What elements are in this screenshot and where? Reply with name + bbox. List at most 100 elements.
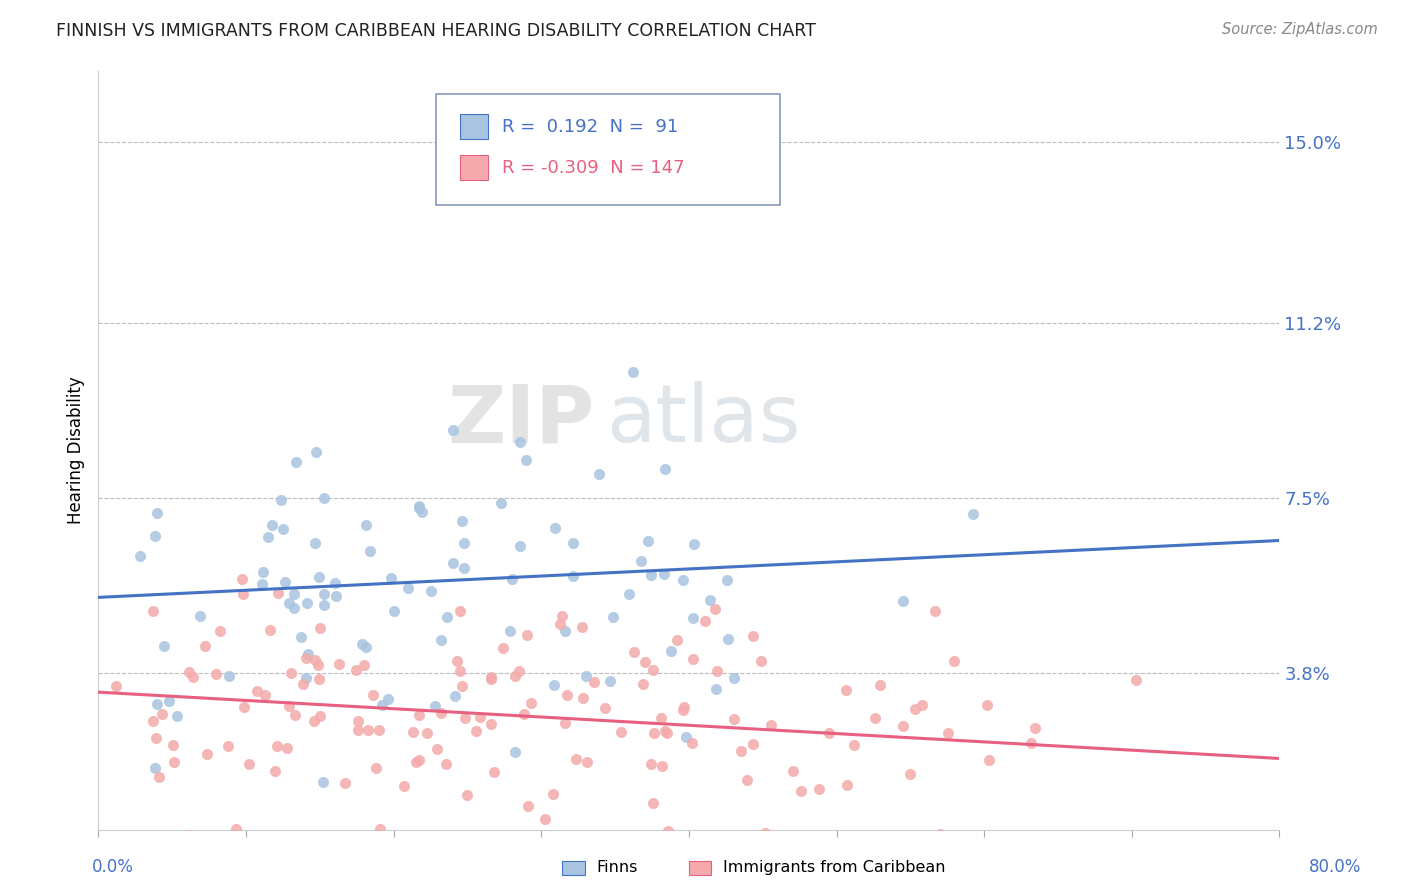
Point [543,832,565,847]
Point [557,688,579,702]
Point [426,742,449,756]
Text: 0.0%: 0.0% [91,858,134,876]
Point [924,604,946,618]
Point [631,677,654,691]
Text: atlas: atlas [606,381,800,459]
Point [283,587,305,601]
Point [312,587,335,601]
Point [995,832,1018,847]
Point [891,719,914,733]
Point [837,778,859,792]
Point [699,592,721,607]
Point [706,682,728,697]
Point [353,829,375,843]
Point [179,828,201,842]
Point [588,467,610,481]
Text: Finns: Finns [596,860,637,874]
Point [402,725,425,739]
Point [818,726,841,740]
Point [152,640,174,654]
Point [571,690,593,705]
Point [347,723,370,737]
Point [682,652,704,666]
Point [449,664,471,678]
Point [652,566,675,581]
Point [554,715,576,730]
Point [456,789,478,803]
Point [283,600,305,615]
Point [377,691,399,706]
Point [515,453,537,467]
Point [157,694,180,708]
Point [297,648,319,662]
Point [675,730,697,744]
Point [260,517,283,532]
Point [364,761,387,775]
Point [266,586,288,600]
Point [429,633,451,648]
Point [499,624,522,638]
Point [434,757,457,772]
Point [352,637,374,651]
Point [218,669,240,683]
Point [420,583,443,598]
Point [232,586,254,600]
Point [602,610,624,624]
Point [551,608,574,623]
Point [371,698,394,712]
Point [561,569,583,583]
Point [294,651,316,665]
Point [408,753,430,767]
Point [380,571,402,585]
Point [304,652,326,666]
Point [657,823,679,838]
Point [430,706,453,721]
Point [643,725,665,739]
Point [749,654,772,668]
Point [623,645,645,659]
Point [359,544,381,558]
Point [789,784,811,798]
Point [217,739,239,753]
Point [145,731,167,745]
Point [610,725,633,739]
Point [654,461,676,475]
Point [1021,736,1043,750]
Point [231,572,253,586]
Point [723,671,745,685]
Point [911,698,934,713]
Point [943,654,966,668]
Point [650,711,672,725]
Point [194,639,217,653]
Point [759,718,782,732]
Point [408,501,430,516]
Point [277,596,299,610]
Point [464,723,486,738]
Point [263,764,285,779]
Point [208,624,231,638]
Point [682,611,704,625]
Point [534,812,557,826]
Point [328,657,350,671]
Point [266,739,288,753]
Point [489,496,512,510]
Point [682,537,704,551]
Point [655,726,678,740]
Point [325,589,347,603]
Point [561,535,583,549]
Point [571,620,593,634]
Point [357,723,380,737]
Point [492,640,515,655]
Point [742,629,765,643]
Point [284,455,307,469]
Point [454,711,477,725]
Point [238,756,260,771]
Point [382,604,405,618]
Point [446,654,468,668]
Text: FINNISH VS IMMIGRANTS FROM CARIBBEAN HEARING DISABILITY CORRELATION CHART: FINNISH VS IMMIGRANTS FROM CARIBBEAN HEA… [56,22,815,40]
Point [195,747,218,761]
Point [321,832,343,847]
Point [654,723,676,738]
Point [304,535,326,549]
Point [730,744,752,758]
